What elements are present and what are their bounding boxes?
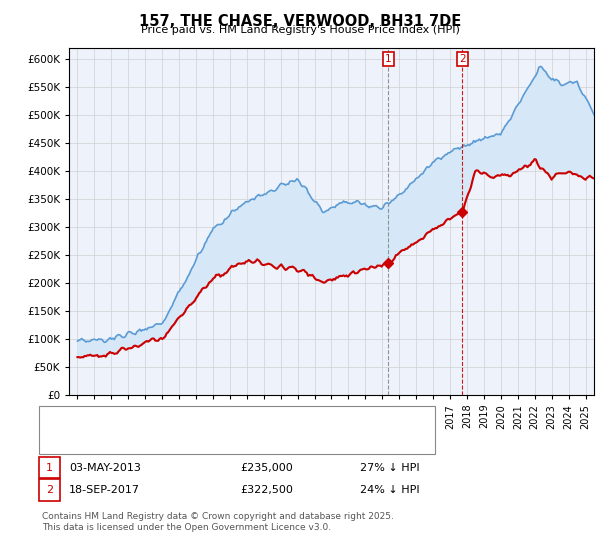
Text: HPI: Average price, detached house, Dorset: HPI: Average price, detached house, Dors… xyxy=(87,434,314,444)
Text: 157, THE CHASE, VERWOOD, BH31 7DE (detached house): 157, THE CHASE, VERWOOD, BH31 7DE (detac… xyxy=(87,416,388,426)
Text: 24% ↓ HPI: 24% ↓ HPI xyxy=(360,485,419,495)
Text: 157, THE CHASE, VERWOOD, BH31 7DE: 157, THE CHASE, VERWOOD, BH31 7DE xyxy=(139,14,461,29)
Text: 03-MAY-2013: 03-MAY-2013 xyxy=(69,463,141,473)
Text: £322,500: £322,500 xyxy=(240,485,293,495)
Text: 2: 2 xyxy=(46,485,53,495)
Text: 27% ↓ HPI: 27% ↓ HPI xyxy=(360,463,419,473)
Text: 1: 1 xyxy=(46,463,53,473)
Text: £235,000: £235,000 xyxy=(240,463,293,473)
Text: Contains HM Land Registry data © Crown copyright and database right 2025.
This d: Contains HM Land Registry data © Crown c… xyxy=(42,512,394,532)
Text: 1: 1 xyxy=(385,54,392,64)
Text: Price paid vs. HM Land Registry's House Price Index (HPI): Price paid vs. HM Land Registry's House … xyxy=(140,25,460,35)
Text: 18-SEP-2017: 18-SEP-2017 xyxy=(69,485,140,495)
Text: 2: 2 xyxy=(459,54,466,64)
